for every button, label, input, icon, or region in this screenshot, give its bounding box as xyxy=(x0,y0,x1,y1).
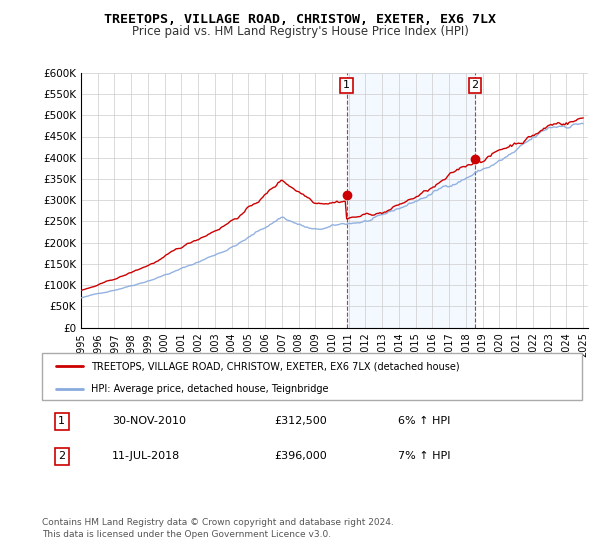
Text: 7% ↑ HPI: 7% ↑ HPI xyxy=(398,451,451,461)
Text: 30-NOV-2010: 30-NOV-2010 xyxy=(112,417,186,426)
Text: Contains HM Land Registry data © Crown copyright and database right 2024.: Contains HM Land Registry data © Crown c… xyxy=(42,518,394,527)
Text: This data is licensed under the Open Government Licence v3.0.: This data is licensed under the Open Gov… xyxy=(42,530,331,539)
Text: Price paid vs. HM Land Registry's House Price Index (HPI): Price paid vs. HM Land Registry's House … xyxy=(131,25,469,38)
Text: £312,500: £312,500 xyxy=(274,417,327,426)
Text: 1: 1 xyxy=(58,417,65,426)
Text: £396,000: £396,000 xyxy=(274,451,327,461)
Text: TREETOPS, VILLAGE ROAD, CHRISTOW, EXETER, EX6 7LX: TREETOPS, VILLAGE ROAD, CHRISTOW, EXETER… xyxy=(104,13,496,26)
Text: 2: 2 xyxy=(472,81,478,91)
Bar xyxy=(347,73,475,328)
Text: 11-JUL-2018: 11-JUL-2018 xyxy=(112,451,181,461)
Text: 1: 1 xyxy=(343,81,350,91)
Text: 2: 2 xyxy=(58,451,65,461)
Text: TREETOPS, VILLAGE ROAD, CHRISTOW, EXETER, EX6 7LX (detached house): TREETOPS, VILLAGE ROAD, CHRISTOW, EXETER… xyxy=(91,361,459,371)
Text: 6% ↑ HPI: 6% ↑ HPI xyxy=(398,417,451,426)
Text: HPI: Average price, detached house, Teignbridge: HPI: Average price, detached house, Teig… xyxy=(91,384,328,394)
